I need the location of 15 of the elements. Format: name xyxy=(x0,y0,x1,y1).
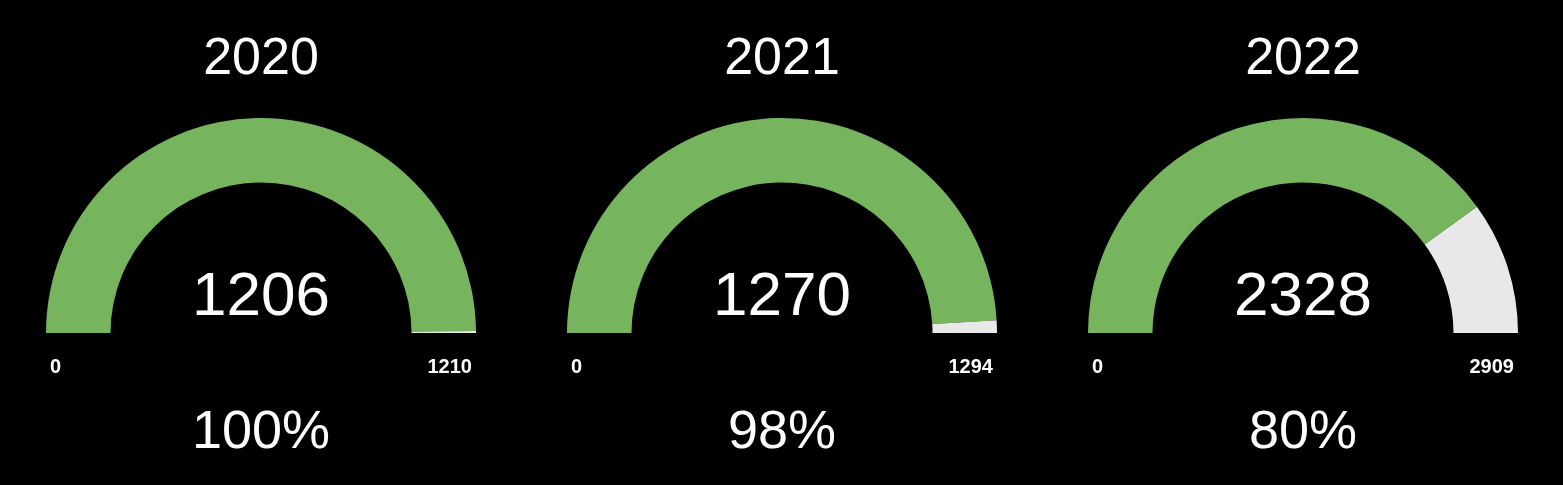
text: 80% xyxy=(1248,398,1358,459)
text: 0 xyxy=(1092,354,1104,377)
text: 1206 xyxy=(192,259,330,329)
chart-title: 2022 xyxy=(1245,27,1361,86)
chart-title: 2020 xyxy=(203,27,319,86)
text: 2909 xyxy=(1469,354,1514,377)
text: 1210 xyxy=(427,354,472,377)
text: 98% xyxy=(727,398,837,459)
text: 0 xyxy=(50,354,62,377)
text: 1270 xyxy=(713,259,851,329)
text: 1294 xyxy=(948,354,994,377)
text: 100% xyxy=(191,398,331,459)
text: 2328 xyxy=(1234,259,1372,329)
chart-title: 2021 xyxy=(724,27,840,86)
text: 0 xyxy=(571,354,583,377)
